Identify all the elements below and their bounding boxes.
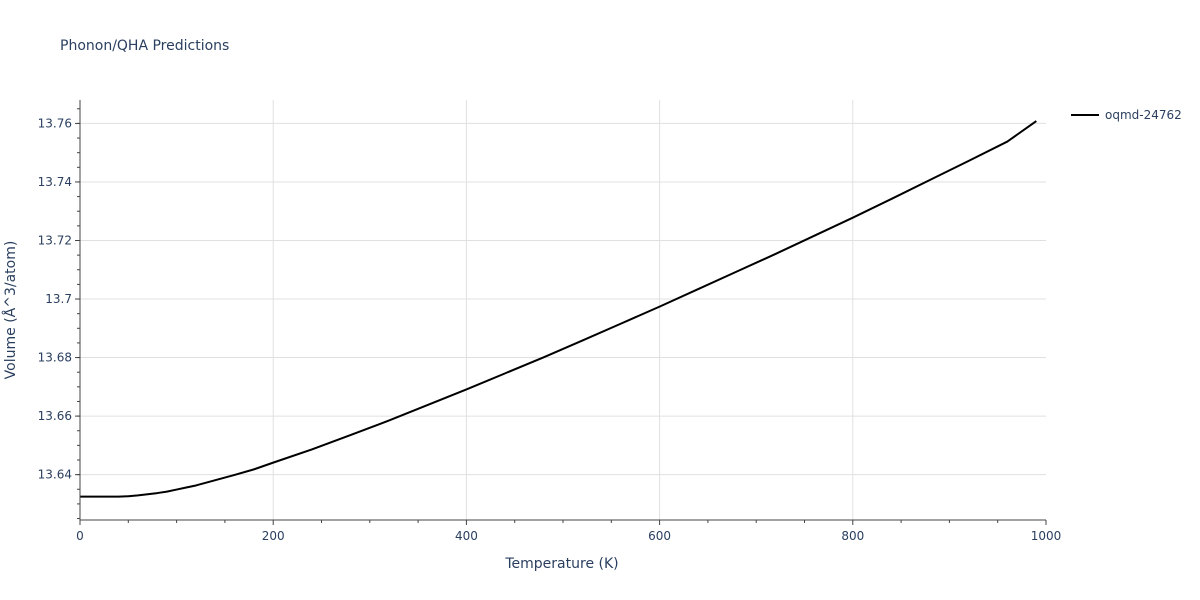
x-tick-label: 200 [262, 529, 285, 543]
x-axis: 0 200 400 600 800 1000 [76, 519, 1062, 543]
y-tick-label: 13.68 [38, 351, 72, 365]
x-tick-label: 0 [76, 529, 84, 543]
x-axis-label: Temperature (K) [504, 556, 618, 572]
chart-title: Phonon/QHA Predictions [60, 38, 229, 54]
series-line-oqmd-24762 [80, 120, 1037, 498]
y-tick-label: 13.76 [38, 116, 72, 130]
y-axis-label: Volume (Å^3/atom) [2, 241, 19, 380]
x-tick-label: 1000 [1031, 529, 1062, 543]
y-axis: 13.64 13.66 13.68 13.7 13.72 13.74 13.76 [38, 100, 81, 520]
y-tick-label: 13.74 [38, 175, 72, 189]
y-tick-label: 13.66 [38, 409, 72, 423]
y-tick-label: 13.64 [38, 468, 72, 482]
x-tick-label: 400 [455, 529, 478, 543]
x-tick-label: 800 [841, 529, 864, 543]
y-tick-label: 13.7 [45, 292, 72, 306]
legend-label-oqmd-24762: oqmd-24762 [1105, 108, 1182, 122]
legend[interactable]: oqmd-24762 [1071, 108, 1182, 122]
x-tick-label: 600 [648, 529, 671, 543]
gridlines [80, 100, 1046, 520]
y-tick-label: 13.72 [38, 233, 72, 247]
plot-area [80, 120, 1037, 498]
